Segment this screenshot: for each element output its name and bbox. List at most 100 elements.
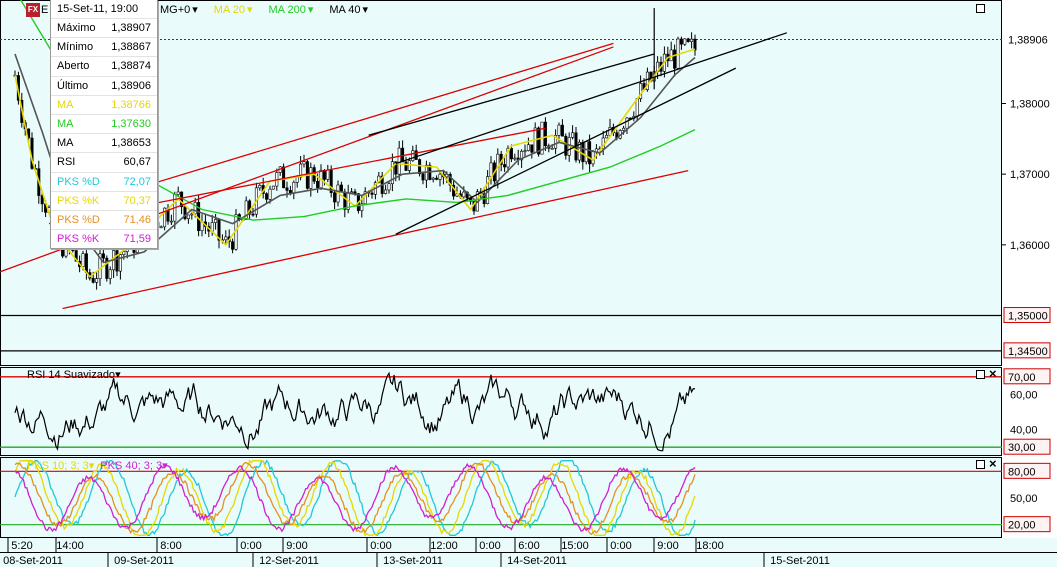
indicator-legend-item[interactable]: MA 200 ▾ [269, 4, 322, 16]
candle-body [390, 161, 394, 185]
candle-body [74, 250, 78, 262]
candle-body [98, 253, 102, 279]
pks-panel-title[interactable]: PKS 10; 3; 3▾ PKS 40; 3; 3▾ [27, 459, 168, 472]
candle-body [316, 180, 320, 188]
info-row-label: MA [57, 117, 74, 130]
candle-body [176, 191, 180, 195]
pks-dropdown-icon-1[interactable]: ▾ [88, 460, 95, 472]
maximize-rsi-panel-button[interactable] [976, 370, 985, 379]
candle-body [520, 150, 524, 161]
candle-body [435, 177, 439, 180]
indicator-dropdown-icon[interactable]: ▾ [362, 4, 369, 16]
indicator-legend-label: MA 40 [329, 4, 361, 16]
pks-dropdown-icon-2[interactable]: ▾ [162, 460, 168, 472]
candle-body [159, 226, 163, 229]
candle-body [411, 150, 415, 161]
indicator-legend-item[interactable]: MG+0 ▾ [160, 4, 206, 16]
candle-body [214, 219, 218, 223]
price-marker-box [1003, 307, 1051, 324]
candle-body [108, 269, 112, 279]
info-header-date: 15-Set-11, 19:00 [51, 0, 157, 19]
candle-body [322, 169, 326, 180]
maximize-pks-panel-button[interactable] [976, 460, 985, 469]
info-row-label: MA [57, 98, 74, 111]
axes-layer: 1,38906 1,35000 1,34500 1,38000 1,37000 1,360… [0, 34, 1057, 567]
candle-body [506, 148, 510, 168]
candle-body [438, 173, 442, 180]
candle-body [295, 176, 299, 183]
info-row: PKS %D 72,07 [51, 173, 157, 192]
candle-body [673, 49, 677, 69]
candle-body [309, 167, 313, 189]
info-row-value: 71,59 [123, 233, 151, 246]
trend-line [0, 46, 614, 273]
time-axis-hour: 5:20 [11, 540, 32, 552]
rsi-line [14, 371, 696, 452]
candle-body [686, 38, 690, 42]
pks-line [14, 459, 696, 537]
close-pks-panel-icon[interactable]: × [989, 456, 997, 471]
info-row-label: Máximo [57, 22, 96, 34]
candle-body [292, 182, 296, 194]
candle-body [554, 135, 558, 149]
pks-level-label: 80,00 [1008, 466, 1036, 478]
rsi-level-box [1003, 438, 1051, 455]
rsi-axis-label: 60,00 [1010, 389, 1038, 401]
indicator-dropdown-icon[interactable]: ▾ [192, 4, 198, 16]
candle-body [350, 191, 354, 194]
info-row: MA 1,38766 [51, 96, 157, 115]
candle-body [462, 191, 466, 198]
info-row: PKS %K 70,37 [51, 192, 157, 211]
candle-body [625, 117, 629, 129]
candle-body [679, 38, 683, 45]
indicator-legend-item[interactable]: MA 20 ▾ [214, 4, 261, 16]
trend-line [368, 53, 655, 136]
candle-body [584, 141, 588, 163]
rsi-title-text: RSI 14 Suavizado [27, 369, 116, 381]
maximize-price-panel-button[interactable] [976, 4, 985, 13]
time-axis-hour: 9:00 [286, 540, 307, 552]
pks-line [14, 462, 696, 533]
price-marker-label: 1,38906 [1008, 34, 1048, 46]
time-axis-hour: 9:00 [657, 540, 678, 552]
info-row-value: 1,38766 [111, 98, 151, 111]
indicator-legend-bar: MG+0 ▾ MA 20 ▾ MA 200 ▾ MA 40 ▾ [160, 3, 384, 16]
rsi-level-box [1003, 368, 1051, 385]
indicator-legend-label: MG+0 [160, 4, 191, 16]
info-row-label: Aberto [57, 60, 90, 73]
time-axis-date: 14-Set-2011 [507, 555, 567, 567]
fx-logo-icon: FX [26, 3, 40, 17]
time-axis-date: 12-Set-2011 [259, 555, 319, 567]
candle-body [115, 250, 119, 272]
candle-body [302, 161, 306, 165]
info-row: PKS %D 71,46 [51, 211, 157, 231]
info-row: Máximo 1,38907 [51, 19, 157, 39]
indicator-dropdown-icon[interactable]: ▾ [246, 4, 253, 16]
candle-body [265, 193, 269, 200]
indicator-legend-item[interactable]: MA 40 ▾ [329, 4, 376, 16]
info-row-value: 72,07 [123, 175, 151, 188]
candle-body [251, 213, 255, 216]
info-row-label: RSI [57, 156, 76, 169]
candle-body [509, 148, 513, 160]
close-rsi-panel-icon[interactable]: × [989, 366, 997, 381]
trend-line [62, 169, 689, 310]
time-axis-date: 13-Set-2011 [383, 555, 443, 567]
rsi-panel-title[interactable]: RSI 14 Suavizado▾ [27, 368, 121, 381]
candle-body [683, 38, 687, 45]
info-row: RSI 60,67 [51, 153, 157, 173]
candle-body [571, 132, 575, 138]
candle-body [693, 38, 697, 51]
rsi-dropdown-icon[interactable]: ▾ [115, 369, 121, 381]
info-row-value: 1,38874 [111, 60, 151, 73]
rsi-axis-label: 40,00 [1010, 425, 1038, 437]
candle-body [397, 147, 401, 175]
info-row-label: MA [57, 137, 74, 150]
candle-body [384, 189, 388, 194]
indicator-dropdown-icon[interactable]: ▾ [307, 4, 314, 16]
info-row-value: 60,67 [123, 156, 151, 169]
trend-line [395, 32, 788, 165]
info-row-label: PKS %D [57, 213, 100, 226]
candle-body [622, 127, 626, 131]
